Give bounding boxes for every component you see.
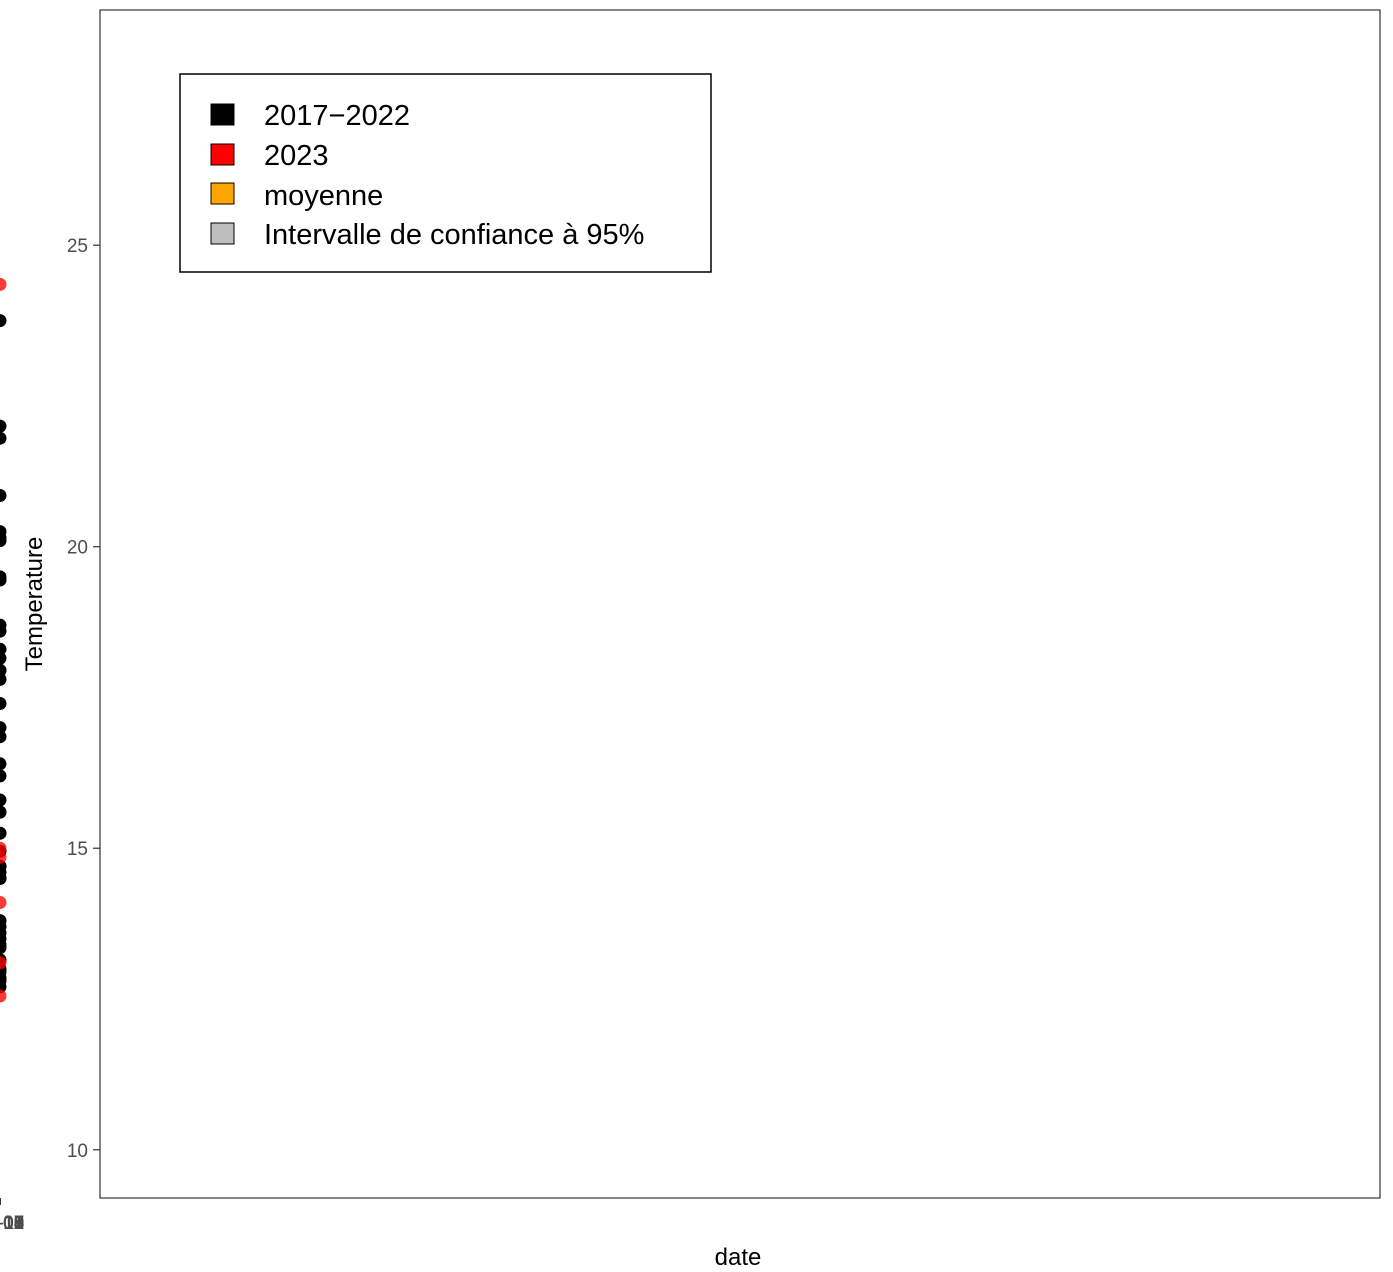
point-2017-2022 [0,730,7,744]
point-2017-2022 [0,618,7,632]
point-2017-2022 [0,769,7,783]
legend-box [179,73,712,273]
point-2017-2022 [0,651,7,665]
y-tick-label: 10 [67,1141,88,1162]
y-tick-label: 25 [67,236,88,257]
x-tick-label: 01-01 [0,1213,24,1234]
point-2017-2022 [0,914,7,928]
point-2023 [0,989,7,1003]
x-tick-label: 01-01 [0,1213,24,1234]
x-tick-label: 01-10 [0,1213,24,1234]
y-tick-label: 20 [67,538,88,559]
x-axis: 01-0101-0201-0301-0401-0501-0601-0701-08… [0,1198,25,1234]
legend-label-2023: 2023 [264,140,329,172]
x-tick-label: 01-03 [0,1213,24,1234]
point-2017-2022 [0,805,7,819]
x-tick-label: 01-05 [0,1213,24,1234]
legend-key-intervalle [210,222,235,245]
legend-label-moyenne: moyenne [264,180,383,212]
point-2017-2022 [0,757,7,771]
legend-key-moyenne [210,182,235,205]
point-2017-2022 [0,932,7,946]
x-tick-label: 01-02 [0,1213,24,1234]
point-2023 [0,956,7,970]
data-points [0,277,7,1003]
x-tick-label: 01-06 [0,1213,24,1234]
legend-key-2017-2022 [210,103,235,126]
point-2017-2022 [0,489,7,502]
point-2017-2022 [0,419,7,433]
point-2017-2022 [0,697,7,710]
x-tick-label: 01-04 [0,1213,25,1234]
y-tick-label: 15 [67,839,88,860]
point-2023 [0,850,7,864]
point-2023 [0,277,7,291]
point-2017-2022 [0,431,7,445]
x-tick-label: 01-08 [0,1213,24,1234]
point-2017-2022 [0,971,7,985]
point-2017-2022 [0,793,7,807]
x-tick-label: 01-09 [0,1213,24,1234]
point-2017-2022 [0,672,7,686]
x-axis-title: date [715,1244,762,1271]
legend: 2017−2022 2023 moyenne Intervalle de con… [179,73,712,273]
y-axis-title: Temperature [21,537,48,672]
point-2017-2022 [0,573,7,587]
legend-key-2023 [210,143,235,166]
point-2017-2022 [0,531,7,545]
legend-label-intervalle: Intervalle de confiance à 95% [264,219,644,251]
x-tick-label: 01-12 [0,1213,24,1234]
x-tick-label: 01-11 [0,1213,24,1234]
point-2023 [0,896,7,909]
point-2017-2022 [0,826,7,840]
y-axis: 10 15 20 25 [67,236,100,1162]
x-tick-label: 01-07 [0,1213,24,1234]
point-2017-2022 [0,314,7,328]
legend-label-2017-2022: 2017−2022 [264,100,410,132]
